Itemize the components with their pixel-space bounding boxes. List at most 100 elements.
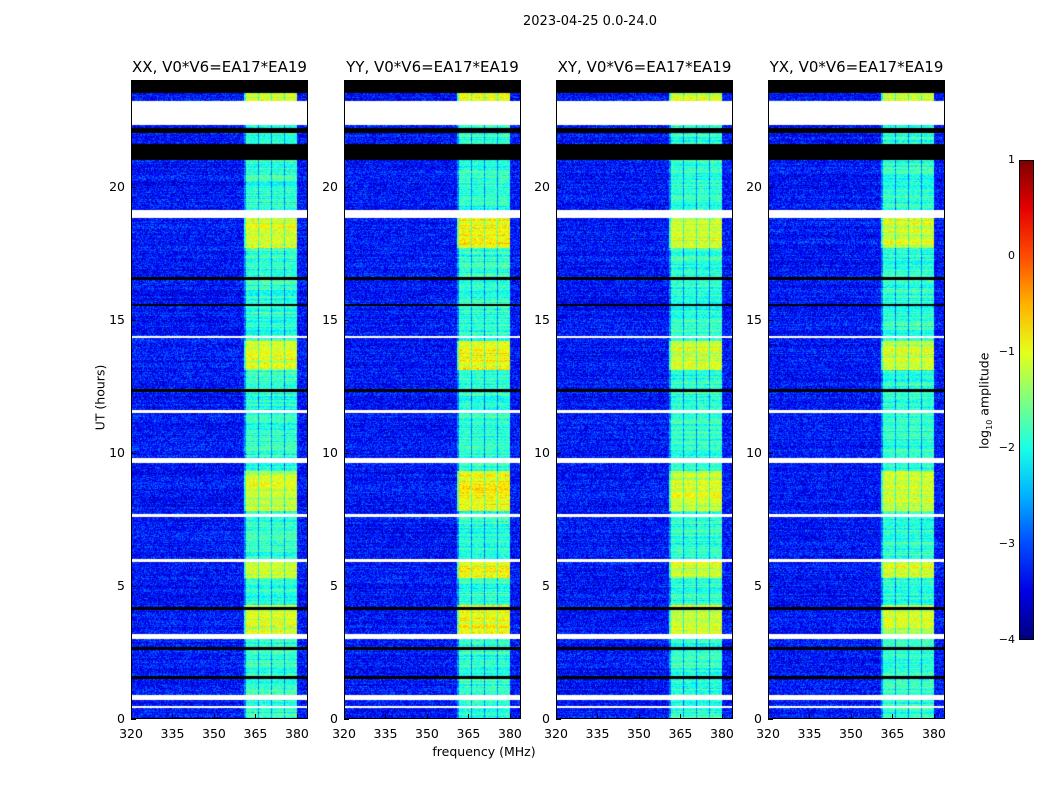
x-tick-label: 320 (544, 726, 568, 741)
x-tick-label: 380 (285, 726, 309, 741)
y-tick-mark (344, 585, 349, 587)
y-tick-label: 20 (109, 178, 125, 194)
colorbar-tick-label: −2 (998, 441, 1015, 454)
panel-1: YY, V0*V6=EA17*EA19 320 335 350 365 380 0 5 10 15… (322, 58, 522, 741)
x-tick-label: 335 (160, 726, 185, 741)
panel-0: XX, V0*V6=EA17*EA19 320 335 350 365 380 0 5 10 15… (109, 58, 309, 741)
x-tick-mark (296, 714, 298, 719)
x-tick-mark (680, 714, 682, 719)
y-tick-label: 15 (322, 311, 338, 327)
y-tick-mark (131, 186, 136, 188)
x-tick-label: 350 (415, 726, 439, 741)
colorbar-tick-label: 0 (1008, 249, 1015, 262)
y-tick-label: 0 (117, 711, 125, 726)
y-tick-label: 20 (534, 178, 550, 194)
y-tick-label: 10 (534, 444, 550, 460)
x-tick-mark (255, 714, 257, 719)
heatmap-image (344, 80, 521, 719)
x-tick-label: 320 (332, 726, 356, 741)
plot-frame (344, 80, 521, 719)
y-tick-mark (768, 585, 773, 587)
colorbar-tick-label: −3 (998, 537, 1015, 550)
y-tick-label: 5 (542, 577, 550, 593)
x-tick-mark (933, 714, 935, 719)
y-tick-label: 15 (534, 311, 550, 327)
x-tick-label: 335 (585, 726, 610, 741)
x-tick-label: 380 (710, 726, 734, 741)
heatmap-image (131, 80, 308, 719)
x-tick-mark (213, 714, 215, 719)
y-tick-label: 20 (322, 178, 338, 194)
y-tick-mark (344, 452, 349, 454)
x-tick-mark (344, 714, 345, 719)
x-tick-label: 350 (839, 726, 863, 741)
y-tick-mark (344, 319, 349, 321)
y-tick-mark (131, 585, 136, 587)
colorbar-tick-label: −1 (998, 345, 1015, 358)
x-tick-label: 365 (456, 726, 481, 741)
x-tick-label: 380 (498, 726, 522, 741)
y-tick-mark (556, 585, 561, 587)
x-tick-mark (638, 714, 640, 719)
y-tick-label: 0 (754, 711, 762, 726)
x-tick-mark (131, 714, 132, 719)
y-tick-mark (131, 452, 136, 454)
y-tick-label: 0 (330, 711, 338, 726)
y-tick-mark (768, 186, 773, 188)
x-axis-label: frequency (MHz) (432, 744, 536, 759)
panel-title: YX, V0*V6=EA17*EA19 (769, 58, 944, 76)
x-tick-mark (721, 714, 723, 719)
y-tick-label: 5 (117, 577, 125, 593)
panel-2: XY, V0*V6=EA17*EA19 320 335 350 365 380 0 5 10 15… (534, 58, 734, 741)
y-tick-mark (344, 186, 349, 188)
y-tick-mark (131, 719, 136, 720)
x-tick-mark (850, 714, 852, 719)
plot-frame (131, 80, 308, 719)
x-tick-label: 320 (756, 726, 780, 741)
heatmap-image (556, 80, 733, 719)
heatmap-image (768, 80, 945, 719)
plot-frame (556, 80, 733, 719)
x-tick-label: 350 (202, 726, 226, 741)
x-tick-mark (385, 714, 387, 719)
x-tick-label: 380 (922, 726, 946, 741)
x-tick-label: 335 (797, 726, 822, 741)
x-tick-mark (768, 714, 769, 719)
y-axis-label: UT (hours) (92, 364, 108, 431)
x-tick-mark (426, 714, 428, 719)
plot-frame (768, 80, 945, 719)
y-tick-mark (131, 319, 136, 321)
y-tick-label: 5 (754, 577, 762, 593)
x-tick-mark (556, 714, 557, 719)
y-tick-label: 10 (322, 444, 338, 460)
panel-title: YY, V0*V6=EA17*EA19 (346, 58, 519, 76)
y-tick-label: 15 (746, 311, 762, 327)
panel-3: YX, V0*V6=EA17*EA19 320 335 350 365 380 0 5 10 15… (746, 58, 946, 741)
y-tick-label: 0 (542, 711, 550, 726)
colorbar-label: log10 amplitude (976, 352, 994, 449)
colorbar-tick-label: 1 (1008, 153, 1015, 166)
x-tick-mark (172, 714, 174, 719)
x-tick-label: 320 (119, 726, 143, 741)
y-tick-label: 15 (109, 311, 125, 327)
y-tick-mark (556, 719, 561, 720)
y-tick-label: 10 (109, 444, 125, 460)
panel-title: XY, V0*V6=EA17*EA19 (557, 58, 732, 76)
y-tick-mark (768, 319, 773, 321)
x-tick-mark (597, 714, 599, 719)
x-tick-label: 365 (880, 726, 905, 741)
x-tick-label: 335 (373, 726, 398, 741)
y-tick-mark (556, 186, 561, 188)
panel-title: XX, V0*V6=EA17*EA19 (132, 58, 307, 76)
y-tick-label: 5 (330, 577, 338, 593)
x-tick-mark (892, 714, 894, 719)
y-tick-mark (556, 319, 561, 321)
y-tick-mark (768, 719, 773, 720)
colorbar-tick-label: −4 (998, 633, 1015, 646)
x-tick-mark (509, 714, 511, 719)
y-tick-mark (344, 719, 349, 720)
x-tick-label: 350 (627, 726, 651, 741)
x-tick-label: 365 (668, 726, 693, 741)
figure-title: 2023-04-25 0.0-24.0 (523, 14, 657, 29)
